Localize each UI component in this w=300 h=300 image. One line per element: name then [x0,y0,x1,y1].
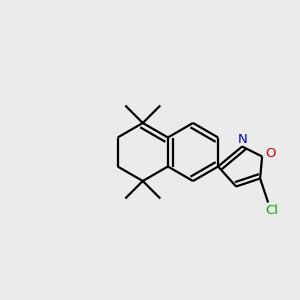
Text: N: N [238,133,248,146]
Text: O: O [265,147,275,160]
Text: Cl: Cl [266,204,279,217]
